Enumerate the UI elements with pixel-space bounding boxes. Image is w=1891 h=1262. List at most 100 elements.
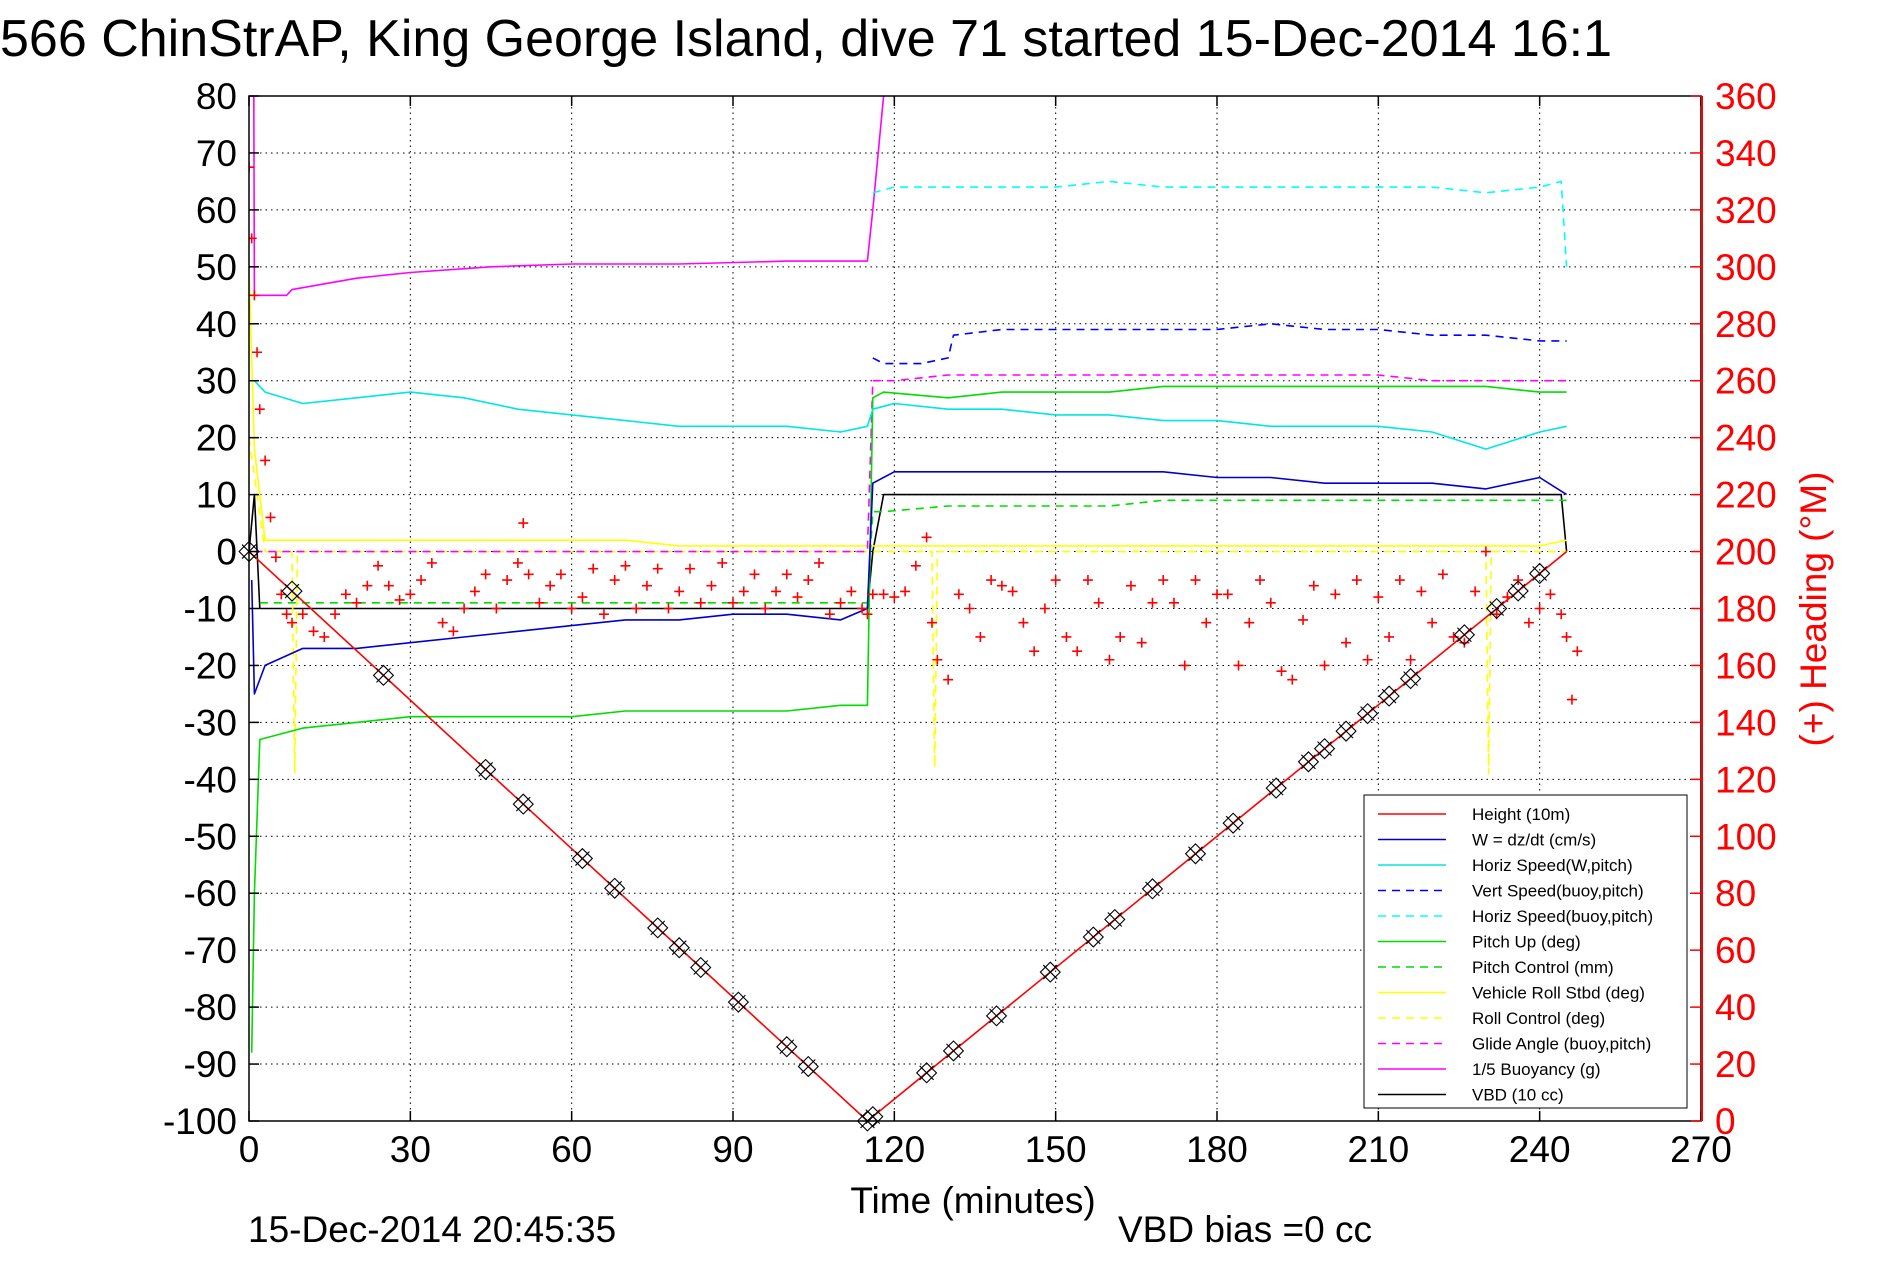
heading-point bbox=[1384, 631, 1395, 642]
height-marker-cross bbox=[1145, 881, 1160, 897]
height-marker-cross bbox=[671, 940, 687, 956]
heading-point bbox=[1351, 575, 1362, 586]
heading-point bbox=[926, 617, 937, 628]
chart-title: 566 ChinStrAP, King George Island, dive … bbox=[0, 10, 1612, 68]
heading-point bbox=[1437, 569, 1448, 580]
series-line-vbd bbox=[249, 493, 1568, 610]
heading-point bbox=[249, 162, 254, 173]
heading-point bbox=[1491, 609, 1502, 620]
height-marker-cross bbox=[1268, 780, 1284, 796]
height-marker-cross bbox=[1456, 627, 1472, 643]
height-marker-cross bbox=[1042, 964, 1058, 980]
height-marker-cross bbox=[515, 796, 531, 812]
heading-point bbox=[1265, 597, 1276, 608]
legend-label: 1/5 Buoyancy (g) bbox=[1472, 1060, 1601, 1079]
heading-point bbox=[867, 589, 878, 600]
heading-point bbox=[781, 569, 792, 580]
heading-point bbox=[1244, 617, 1255, 628]
x-tick-label: 150 bbox=[1025, 1129, 1087, 1170]
height-marker-cross bbox=[1188, 846, 1203, 862]
heading-point bbox=[1222, 589, 1233, 600]
height-marker-cross bbox=[1107, 912, 1123, 927]
heading-point bbox=[910, 560, 921, 571]
heading-point bbox=[728, 597, 738, 608]
heading-point bbox=[416, 575, 427, 586]
y-tick-label: -80 bbox=[184, 987, 237, 1028]
heading-point bbox=[1072, 646, 1083, 657]
heading-point bbox=[1018, 617, 1029, 628]
right-tick-label: 40 bbox=[1715, 987, 1756, 1028]
right-tick-label: 340 bbox=[1715, 133, 1777, 174]
legend-box bbox=[1363, 794, 1688, 1109]
y-tick-label: 80 bbox=[196, 76, 237, 117]
right-tick-label: 120 bbox=[1715, 759, 1777, 800]
height-marker-cross bbox=[1301, 754, 1316, 770]
heading-point bbox=[469, 586, 480, 597]
legend-label: Horiz Speed(buoy,pitch) bbox=[1472, 907, 1653, 926]
heading-point bbox=[394, 594, 405, 605]
legend-label: Vert Speed(buoy,pitch) bbox=[1472, 882, 1644, 901]
y-tick-label: -40 bbox=[184, 759, 237, 800]
legend-label: Glide Angle (buoy,pitch) bbox=[1472, 1035, 1651, 1054]
heading-point bbox=[695, 597, 706, 608]
series-line-w bbox=[250, 470, 1568, 695]
heading-point bbox=[1545, 589, 1556, 600]
height-marker-cross bbox=[575, 851, 590, 866]
y-tick-label: 50 bbox=[196, 247, 237, 288]
heading-point bbox=[878, 589, 889, 600]
series-line-vehicle-roll bbox=[249, 266, 1567, 547]
heading-point bbox=[921, 532, 932, 543]
height-marker-cross bbox=[1489, 601, 1505, 616]
heading-point bbox=[373, 560, 384, 571]
right-tick-label: 320 bbox=[1715, 190, 1777, 231]
y-tick-label: 60 bbox=[196, 190, 237, 231]
heading-point bbox=[1201, 617, 1212, 628]
x-tick-label: 210 bbox=[1347, 1129, 1409, 1170]
x-tick-label: 180 bbox=[1186, 1129, 1248, 1170]
vbd-bias-footer: VBD bias =0 cc bbox=[1118, 1209, 1372, 1250]
y-tick-label: 30 bbox=[196, 361, 237, 402]
heading-point bbox=[1190, 575, 1201, 586]
height-marker-cross bbox=[607, 880, 623, 896]
height-marker-cross bbox=[693, 960, 709, 975]
heading-point bbox=[857, 603, 868, 614]
right-tick-label: 260 bbox=[1715, 361, 1777, 402]
right-tick-label: 60 bbox=[1715, 930, 1756, 971]
right-tick-label: 20 bbox=[1715, 1044, 1756, 1085]
height-marker-cross bbox=[946, 1043, 961, 1059]
series-line-glide-angle bbox=[254, 374, 1567, 553]
heading-point bbox=[932, 654, 943, 665]
heading-point bbox=[1308, 580, 1319, 591]
legend-label: Roll Control (deg) bbox=[1472, 1009, 1605, 1028]
series-line-vert-speed-buoy bbox=[872, 322, 1567, 365]
heading-point bbox=[1147, 597, 1158, 608]
right-tick-label: 0 bbox=[1715, 1101, 1736, 1142]
heading-point bbox=[674, 586, 685, 597]
heading-point bbox=[1255, 575, 1266, 586]
heading-point bbox=[889, 592, 900, 603]
height-marker-cross bbox=[989, 1008, 1004, 1024]
y-tick-label: 0 bbox=[216, 532, 237, 573]
legend-label: Vehicle Roll Stbd (deg) bbox=[1472, 984, 1645, 1003]
right-tick-label: 160 bbox=[1715, 645, 1777, 686]
heading-point bbox=[502, 575, 513, 586]
heading-point bbox=[814, 557, 825, 568]
heading-point bbox=[1427, 617, 1438, 628]
heading-point bbox=[1502, 592, 1513, 603]
heading-point bbox=[1394, 575, 1405, 586]
heading-point bbox=[351, 597, 362, 608]
heading-point bbox=[652, 563, 663, 574]
series-line-buoyancy bbox=[249, 96, 885, 297]
legend-label: VBD (10 cc) bbox=[1472, 1086, 1564, 1105]
right-axis-label: (+) Heading (°M) bbox=[1793, 472, 1834, 747]
x-tick-label: 240 bbox=[1509, 1129, 1571, 1170]
heading-point bbox=[518, 518, 529, 529]
heading-point bbox=[1459, 637, 1470, 648]
heading-point bbox=[1007, 586, 1018, 597]
heading-point bbox=[835, 597, 846, 608]
heading-point bbox=[631, 603, 642, 614]
heading-point bbox=[1136, 637, 1147, 648]
x-tick-label: 30 bbox=[390, 1129, 431, 1170]
heading-point bbox=[512, 557, 523, 568]
